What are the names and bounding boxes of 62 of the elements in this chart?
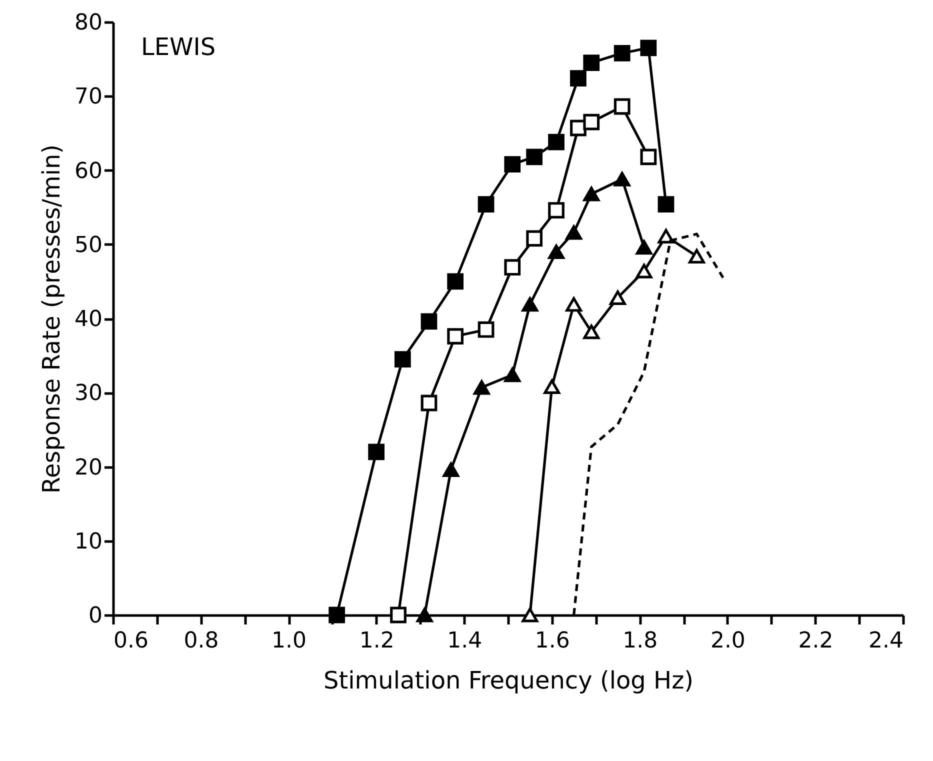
point	[478, 196, 494, 213]
point	[548, 202, 564, 218]
x-tick-label: 1.4	[447, 628, 482, 654]
point	[610, 290, 626, 306]
point	[442, 462, 460, 477]
point	[614, 172, 630, 186]
point	[658, 228, 674, 244]
point	[583, 54, 600, 71]
y-tick-label: 30	[74, 381, 102, 406]
point	[566, 225, 582, 240]
point	[394, 351, 411, 368]
point	[566, 297, 582, 312]
y-tick-label: 80	[74, 10, 102, 36]
point	[368, 444, 385, 460]
point	[420, 313, 438, 330]
point	[688, 248, 705, 264]
y-tick-label: 20	[74, 455, 102, 480]
point	[447, 328, 464, 344]
y-axis-title: Response Rate (presses/min)	[38, 144, 66, 494]
point	[420, 394, 438, 412]
point	[504, 368, 521, 382]
y-tick-label: 40	[74, 307, 102, 332]
point	[614, 44, 630, 62]
point	[526, 230, 543, 247]
point	[473, 380, 490, 395]
point	[614, 98, 630, 115]
y-tick-label: 60	[74, 158, 102, 184]
x-tick-label: 2.0	[710, 628, 746, 654]
y-tick-label: 50	[74, 232, 102, 258]
point	[583, 186, 600, 202]
point	[478, 321, 494, 338]
point	[522, 608, 538, 622]
point	[504, 259, 521, 276]
point	[504, 156, 521, 173]
point	[636, 264, 652, 278]
y-tick-label: 10	[74, 529, 102, 554]
x-tick-label: 1.2	[359, 628, 394, 654]
point	[447, 273, 464, 290]
point	[636, 240, 652, 255]
point	[640, 40, 657, 56]
point	[570, 70, 586, 87]
point	[548, 244, 564, 260]
x-tick-label: 2.2	[798, 628, 834, 654]
y-tick-label: 70	[74, 84, 102, 110]
y-tick-label: 0	[88, 604, 102, 628]
annotation: LEWIS	[141, 33, 216, 61]
x-axis-title: Stimulation Frequency (log Hz)	[323, 666, 694, 694]
x-tick-label: 1.6	[534, 628, 570, 654]
x-tick-label: 2.4	[868, 628, 904, 654]
x-tick-label: 1.8	[622, 628, 658, 654]
point	[658, 196, 674, 213]
point	[390, 606, 406, 624]
point	[526, 148, 543, 166]
x-tick-label: 0.8	[184, 628, 219, 654]
x-tick-label: 1.0	[272, 628, 307, 654]
point	[583, 114, 600, 130]
point	[522, 297, 538, 312]
point	[544, 379, 560, 394]
point	[583, 324, 600, 340]
point	[640, 148, 657, 166]
x-tick-label: 0.6	[114, 628, 148, 654]
point	[548, 134, 564, 150]
